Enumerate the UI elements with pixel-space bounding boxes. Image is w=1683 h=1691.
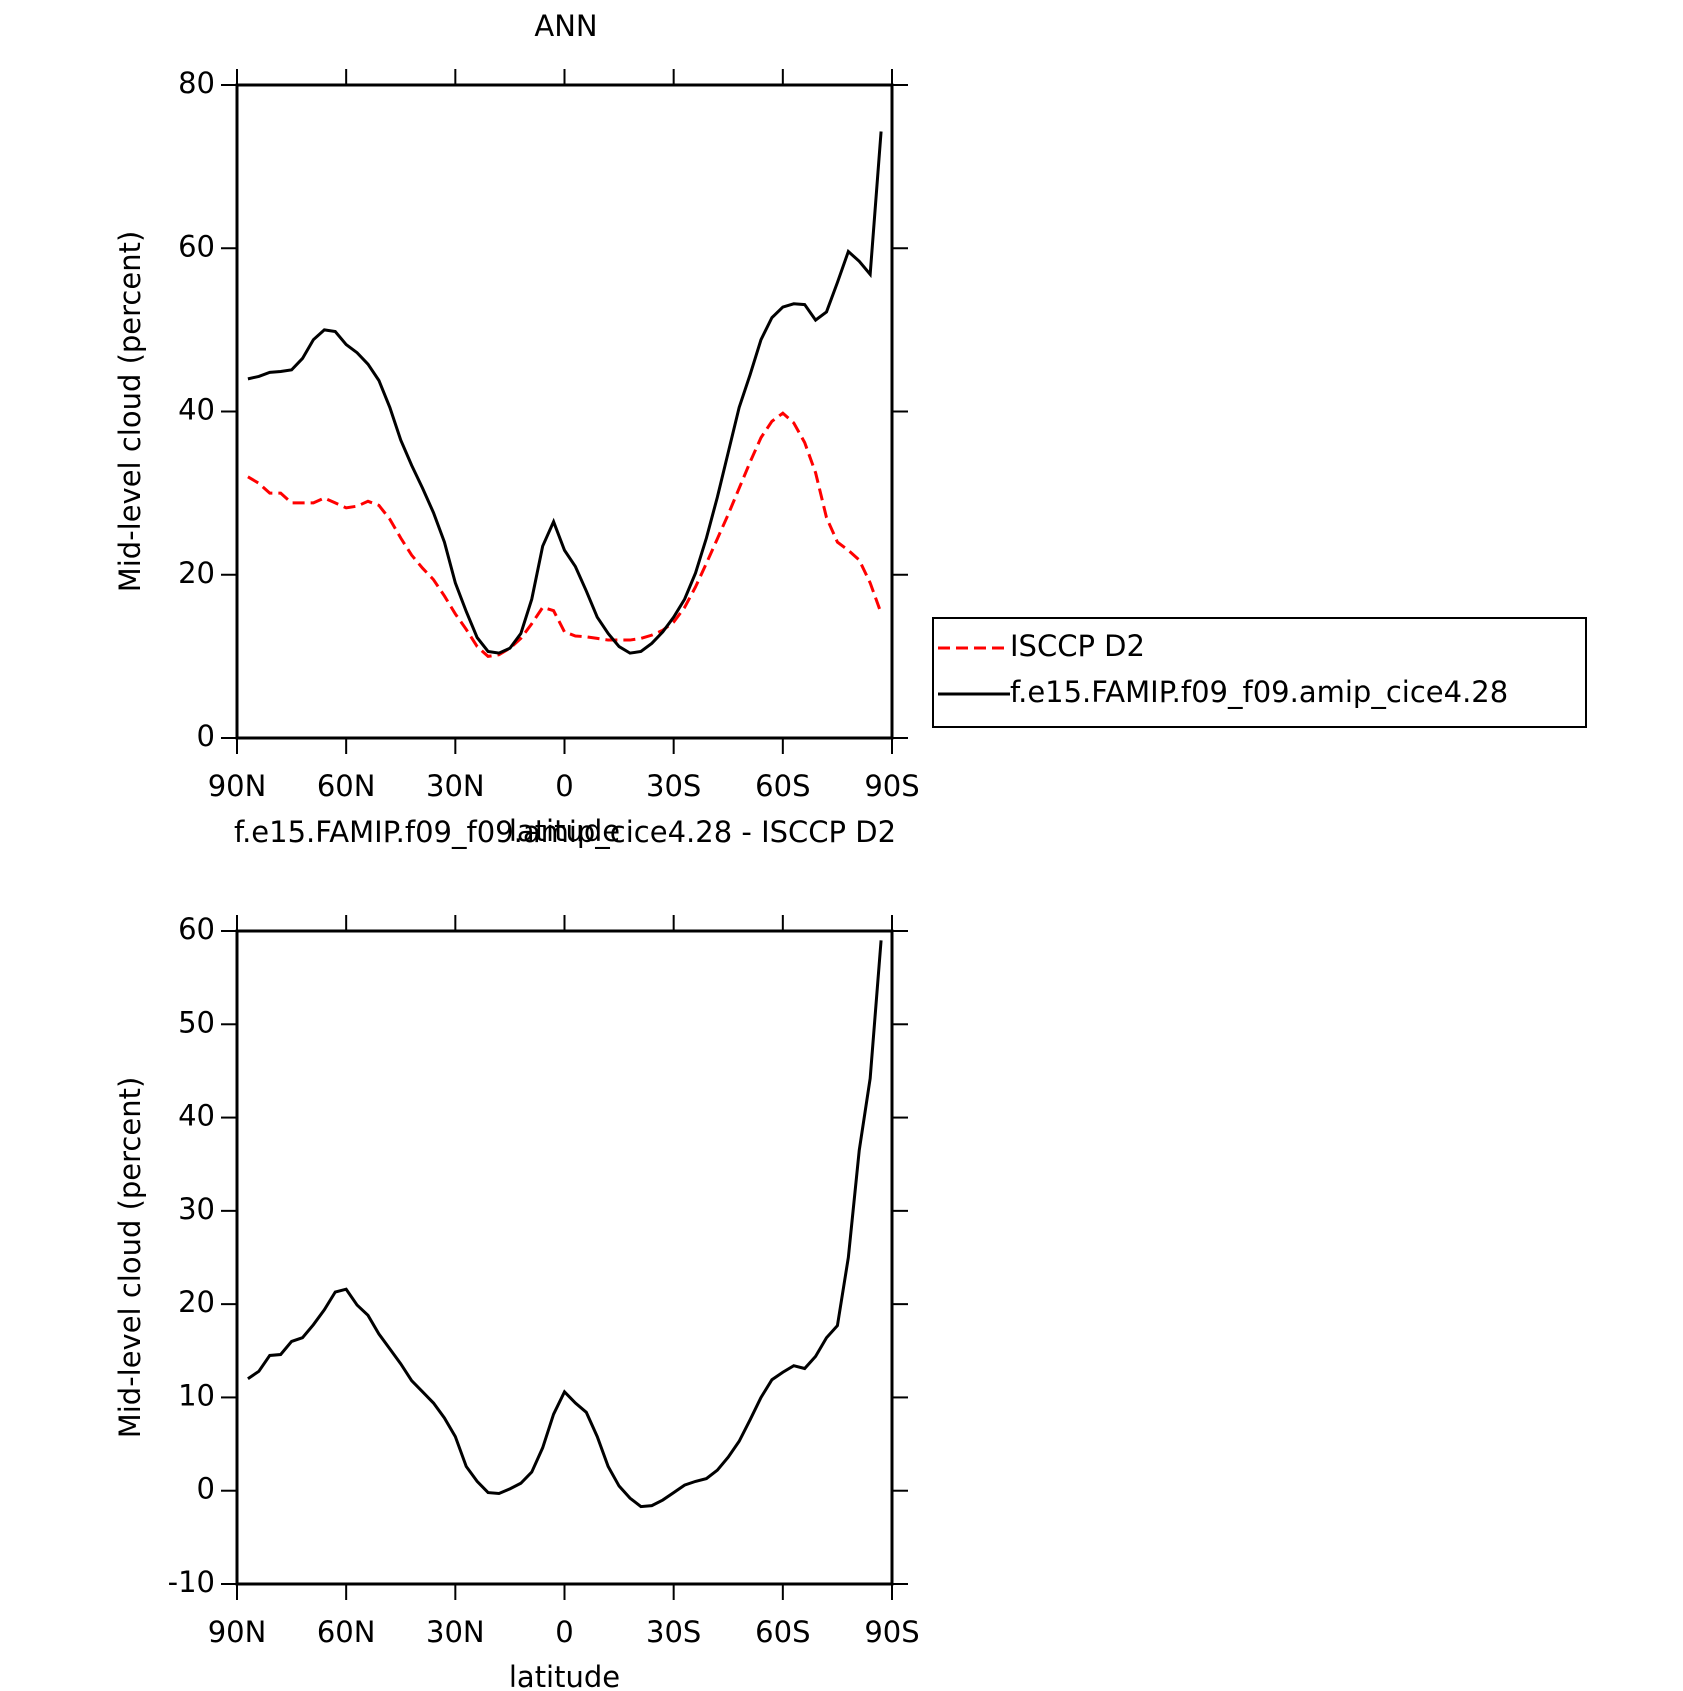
y-tick-label: 10	[178, 1378, 215, 1412]
x-tick-label: 60S	[755, 769, 810, 803]
x-tick-label: 90N	[208, 769, 267, 803]
y-tick-label: 0	[197, 1472, 215, 1506]
legend-label: ISCCP D2	[1010, 629, 1145, 663]
x-tick-label: 30S	[646, 1615, 701, 1649]
plot-frame	[235, 83, 894, 740]
x-tick-label: 0	[555, 1615, 573, 1649]
x-tick-label: 90S	[864, 1615, 919, 1649]
y-tick-label: 0	[197, 719, 215, 753]
y-tick-label: 20	[178, 556, 215, 590]
x-tick-label: 30S	[646, 769, 701, 803]
legend-label: f.e15.FAMIP.f09_f09.amip_cice4.28	[1010, 675, 1508, 709]
legend-box	[932, 617, 1587, 728]
x-tick-label: 90S	[864, 769, 919, 803]
x-tick-label: 30N	[426, 769, 485, 803]
y-tick-label: 80	[178, 66, 215, 100]
x-axis-label: latitude	[509, 814, 620, 848]
x-tick-label: 60N	[317, 1615, 376, 1649]
x-axis-label: latitude	[509, 1660, 620, 1691]
x-tick-label: 30N	[426, 1615, 485, 1649]
y-tick-label: 50	[178, 1005, 215, 1039]
data-line	[247, 940, 883, 1509]
y-axis-label: Mid-level cloud (percent)	[113, 231, 147, 593]
plot-frame	[235, 929, 894, 1586]
data-line	[247, 131, 883, 655]
y-tick-label: 60	[178, 229, 215, 263]
x-tick-label: 90N	[208, 1615, 267, 1649]
y-tick-label: 40	[178, 393, 215, 427]
y-tick-label: 20	[178, 1285, 215, 1319]
y-tick-label: 30	[178, 1192, 215, 1226]
chart-title: f.e15.FAMIP.f09_f09.amip_cice4.28 - ISCC…	[234, 815, 896, 849]
data-line	[247, 411, 883, 658]
x-tick-label: 0	[555, 769, 573, 803]
y-tick-label: -10	[168, 1565, 215, 1599]
x-tick-label: 60S	[755, 1615, 810, 1649]
chart-title: ANN	[534, 9, 597, 43]
y-axis-label: Mid-level cloud (percent)	[113, 1077, 147, 1439]
x-tick-label: 60N	[317, 769, 376, 803]
y-tick-label: 60	[178, 912, 215, 946]
y-tick-label: 40	[178, 1099, 215, 1133]
